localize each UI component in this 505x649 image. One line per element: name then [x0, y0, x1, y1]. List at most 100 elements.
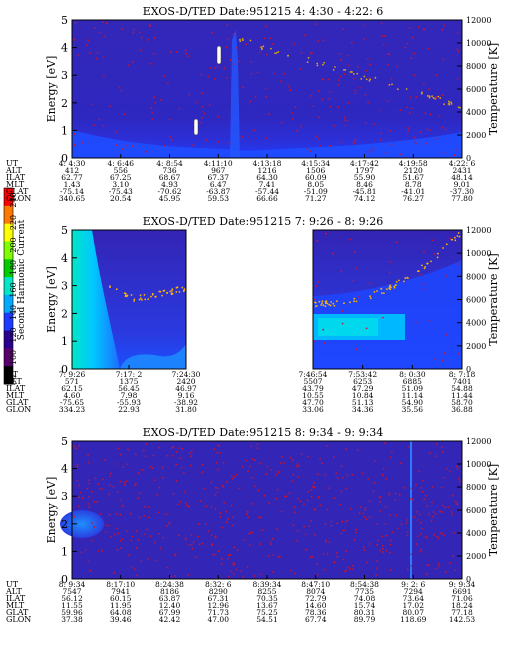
- orbit-value: 7: 9:26: [59, 370, 86, 379]
- temperature-point: [364, 93, 367, 96]
- orbit-value: 3.10: [112, 180, 129, 189]
- temperature-point: [447, 506, 450, 509]
- orbit-value: -37.30: [450, 187, 474, 196]
- orbit-row-label: GLAT: [6, 187, 29, 196]
- temperature-point: [379, 549, 382, 552]
- temperature-point: [188, 93, 191, 96]
- temperature-point: [382, 316, 384, 319]
- temperature-point: [380, 22, 383, 25]
- temperature-point: [398, 279, 400, 282]
- temperature-point: [381, 474, 384, 477]
- temperature-point: [303, 503, 305, 506]
- temperature-point: [416, 519, 419, 521]
- temperature-point: [110, 536, 112, 538]
- temperature-point: [456, 77, 459, 80]
- temperature-point: [166, 454, 169, 457]
- temperature-point: [139, 49, 142, 52]
- orbit-row-label: MLT: [6, 391, 25, 400]
- orbit-value: 4:13:18: [253, 159, 282, 168]
- orbit-value: 4.60: [64, 391, 81, 400]
- temperature-point: [376, 567, 378, 569]
- temperature-point: [340, 59, 342, 62]
- temperature-point: [414, 140, 417, 143]
- temperature-point: [375, 574, 377, 576]
- orbit-value: 7.41: [259, 180, 276, 189]
- temperature-point: [395, 514, 398, 517]
- orbit-row-label: GLON: [6, 615, 31, 624]
- temperature-point: [332, 302, 335, 305]
- temperature-point: [431, 486, 434, 488]
- panel-1: EXOS-D/TED Date:951215 4: 4:30 - 4:22: 6…: [5, 5, 500, 203]
- temperature-point: [441, 28, 444, 31]
- orbit-value: 73.64: [403, 594, 425, 603]
- temperature-point: [399, 153, 402, 156]
- temperature-point: [428, 88, 430, 90]
- temperature-point: [128, 554, 130, 557]
- temperature-point: [456, 501, 458, 504]
- temperature-point: [334, 66, 336, 68]
- temperature-point: [259, 543, 262, 545]
- temperature-point: [457, 106, 460, 109]
- temperature-point: [123, 481, 126, 484]
- temperature-point: [233, 546, 236, 549]
- temperature-point: [109, 475, 111, 478]
- colorbar-swatches: [3, 187, 14, 385]
- panel-3-vertical-streak: [410, 441, 412, 579]
- temperature-axis-tick-label: 12000: [466, 226, 491, 235]
- temperature-point: [300, 125, 302, 128]
- temperature-point: [120, 499, 123, 502]
- temperature-point: [279, 555, 281, 558]
- orbit-value: 59.53: [208, 194, 230, 203]
- temperature-point: [140, 36, 143, 39]
- colorbar-title: Second Harmonic Current: [17, 219, 27, 340]
- temperature-point: [450, 511, 453, 513]
- temperature-point: [317, 473, 319, 476]
- temperature-point: [208, 104, 211, 107]
- temperature-point: [383, 442, 386, 444]
- temperature-point: [259, 573, 261, 576]
- orbit-value: 11.95: [110, 601, 132, 610]
- temperature-point: [243, 538, 245, 541]
- orbit-value: 6691: [452, 587, 471, 596]
- temperature-point: [214, 494, 217, 496]
- colorbar-tick-label: 240: [9, 192, 18, 207]
- temperature-point: [270, 47, 272, 50]
- temperature-point: [443, 24, 445, 27]
- temperature-point: [149, 62, 152, 65]
- temperature-point: [363, 549, 366, 552]
- temperature-point: [177, 503, 179, 506]
- energy-axis-tick-label: 5: [61, 224, 68, 237]
- temperature-axis-tick-label: 0: [466, 575, 471, 584]
- temperature-point: [230, 570, 233, 573]
- temperature-point: [115, 144, 118, 147]
- temperature-point: [437, 252, 439, 255]
- temperature-point: [433, 253, 436, 256]
- temperature-point: [384, 151, 387, 154]
- orbit-row-label: MLT: [6, 601, 25, 610]
- temperature-point: [117, 447, 120, 450]
- temperature-point: [91, 539, 93, 542]
- temperature-point: [129, 512, 132, 515]
- temperature-point: [163, 144, 166, 147]
- temperature-point: [321, 98, 324, 101]
- orbit-value: -51.09: [304, 187, 328, 196]
- temperature-point: [333, 497, 336, 499]
- temperature-point: [87, 503, 90, 505]
- temperature-point: [242, 39, 244, 42]
- temperature-point: [395, 281, 398, 283]
- temperature-point: [88, 560, 91, 563]
- energy-axis-tick-label: 4: [61, 42, 68, 55]
- temperature-point: [443, 534, 445, 537]
- temperature-point: [124, 295, 127, 298]
- temperature-point: [408, 112, 411, 114]
- colorbar-swatch: [4, 259, 13, 278]
- temperature-point: [262, 45, 265, 48]
- temperature-point: [383, 292, 385, 294]
- temperature-point: [316, 574, 318, 577]
- orbit-value: 4: 4:30: [59, 159, 86, 168]
- temperature-point: [326, 509, 329, 511]
- temperature-point: [367, 101, 369, 104]
- temperature-point: [285, 495, 288, 498]
- orbit-value: 67.31: [208, 594, 229, 603]
- temperature-axis-tick-label: 0: [466, 154, 471, 163]
